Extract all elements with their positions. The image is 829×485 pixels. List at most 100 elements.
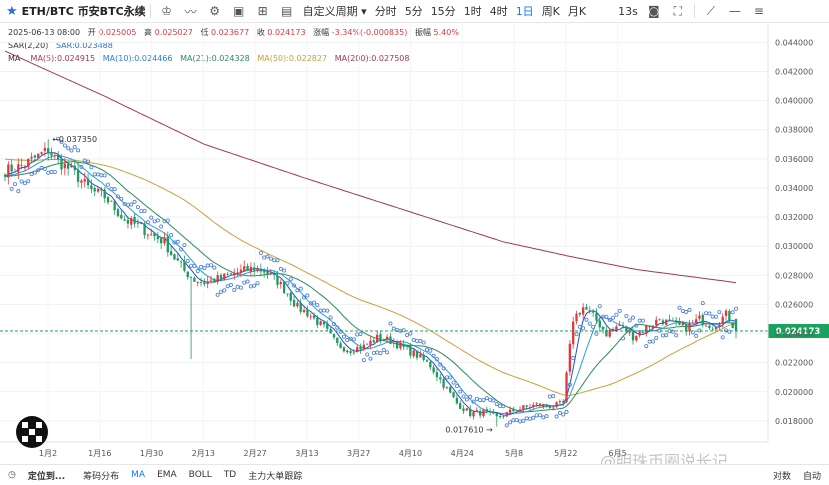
sar-dot (484, 396, 489, 401)
indicator-big-order[interactable]: 主力大单跟踪 (248, 471, 303, 482)
candle-body (186, 271, 189, 278)
sar-dot (52, 169, 57, 174)
y-tick-label: 0.040000 (775, 97, 813, 106)
star-icon[interactable]: ★ (6, 3, 18, 19)
sar-dot (302, 295, 307, 300)
candle-body (405, 346, 409, 347)
grid-icon[interactable]: ⊞ (257, 4, 268, 18)
ma200-value: MA(200):0.027508 (334, 54, 410, 63)
candle-body (681, 323, 684, 325)
crown-icon[interactable]: ♔ (161, 4, 173, 18)
candle-body (366, 343, 369, 345)
candle-body (685, 323, 688, 332)
timeframe-week[interactable]: 周K (541, 5, 560, 18)
sar-dot (630, 315, 635, 320)
timeframe-4h[interactable]: 4时 (489, 5, 508, 18)
candle-body (701, 314, 704, 325)
candle-body (30, 156, 33, 159)
candle-body (502, 416, 505, 418)
candle-body (160, 238, 163, 244)
candle-body (714, 326, 718, 330)
candle-body (372, 340, 375, 343)
candle-body (651, 325, 655, 329)
auto-scale-toggle[interactable]: 自动 (802, 471, 821, 482)
timeframe-1min[interactable]: 分时 (374, 5, 397, 18)
candle-body (120, 214, 123, 219)
timeframe-month[interactable]: 月K (567, 5, 587, 18)
timeframe-15min[interactable]: 15分 (430, 5, 456, 18)
time-axis[interactable]: 1月2 1月16 1月30 2月13 2月27 3月13 3月27 4月10 4月24 5月8 5月… (0, 441, 768, 458)
sar-dot (371, 350, 376, 355)
layout-icon[interactable]: ▤ (280, 4, 293, 18)
x-tick-label: 2月27 (243, 449, 266, 458)
clock-icon[interactable]: ◷ (8, 470, 16, 480)
logo-badge-icon[interactable] (16, 416, 48, 448)
candle-body (469, 409, 472, 416)
sar-dot (577, 324, 582, 329)
ma-label: MA (8, 54, 21, 63)
sar-dot (547, 394, 552, 399)
candle-body (143, 223, 146, 235)
indicator-ma[interactable]: MA (131, 470, 146, 480)
candle-body (635, 335, 638, 341)
candle-body (625, 326, 628, 332)
symbol-selector[interactable]: ★ ETH/BTC 币安BTC永续 (0, 0, 146, 22)
menu-icon[interactable]: ≡ (753, 4, 764, 18)
candle-body (146, 234, 150, 236)
candle-body (422, 354, 425, 360)
chart-settings-icon[interactable]: ▣ (232, 4, 245, 18)
current-price-line: 0.024173 (0, 324, 829, 339)
candle-body (409, 345, 412, 356)
sar-dot (238, 285, 243, 290)
annotation-high: ←0.037350 (52, 135, 97, 144)
indicator-td[interactable]: TD (223, 470, 237, 480)
candle-body (485, 409, 488, 412)
indicator-ema[interactable]: EMA (157, 470, 177, 480)
y-tick-label: 0.042000 (775, 67, 813, 76)
refresh-interval[interactable]: 13s (618, 4, 638, 18)
candle-body (675, 320, 678, 323)
ma21-line (4, 160, 737, 413)
sar-dot (232, 288, 237, 293)
candle-body (163, 237, 166, 244)
candle-body (568, 343, 572, 372)
sar-dot (571, 356, 576, 361)
candle-body (522, 405, 525, 410)
minus-icon[interactable]: — (728, 4, 741, 18)
candle-body (459, 403, 462, 410)
annotation-low: 0.017610 → (445, 426, 493, 435)
price-axis[interactable]: 0.018000 0.020000 0.022000 0.024000 0.026000… (767, 22, 813, 442)
y-tick-label: 0.032000 (775, 213, 813, 222)
ma21-value: MA(21):0.024328 (180, 54, 250, 63)
candle-body (223, 273, 226, 280)
gear-icon[interactable]: ⚙ (209, 4, 221, 18)
indicator-icon[interactable]: 〰 (184, 4, 197, 19)
sar-dot (119, 196, 124, 201)
candle-body (548, 406, 552, 409)
x-tick-label: 1月2 (39, 449, 57, 458)
sar-dot (42, 166, 47, 171)
candle-body (213, 279, 216, 283)
timeframe-1h[interactable]: 1时 (463, 5, 482, 18)
log-scale-toggle[interactable]: 对数 (772, 471, 791, 482)
close-value: 0.024173 (267, 28, 306, 37)
x-tick-label: 1月30 (140, 449, 163, 458)
sar-dot (189, 263, 194, 268)
candle-body (272, 272, 276, 275)
fullscreen-icon[interactable]: ⛶ (673, 3, 683, 18)
sar-dot (66, 146, 71, 151)
sar-dot (225, 284, 230, 289)
locate-button[interactable]: 定位到... (27, 471, 66, 482)
price-chart[interactable]: 0.024173 0.018000 0.020000 0.022000 0.02400… (0, 22, 829, 465)
indicator-boll[interactable]: BOLL (188, 470, 212, 480)
indicator-chip-distribution[interactable]: 筹码分布 (83, 471, 120, 482)
sar-dot (305, 293, 310, 298)
custom-period-button[interactable]: 自定义周期 ▾ (299, 0, 371, 22)
timeframe-1d[interactable]: 1日 (515, 5, 534, 18)
candle-body (110, 200, 113, 202)
timeframe-5min[interactable]: 5分 (404, 5, 423, 18)
camera-icon[interactable]: ◙ (648, 4, 660, 18)
sar-dot (385, 350, 390, 355)
draw-line-icon[interactable]: ⟋ (706, 3, 716, 18)
sar-dot (185, 258, 190, 263)
